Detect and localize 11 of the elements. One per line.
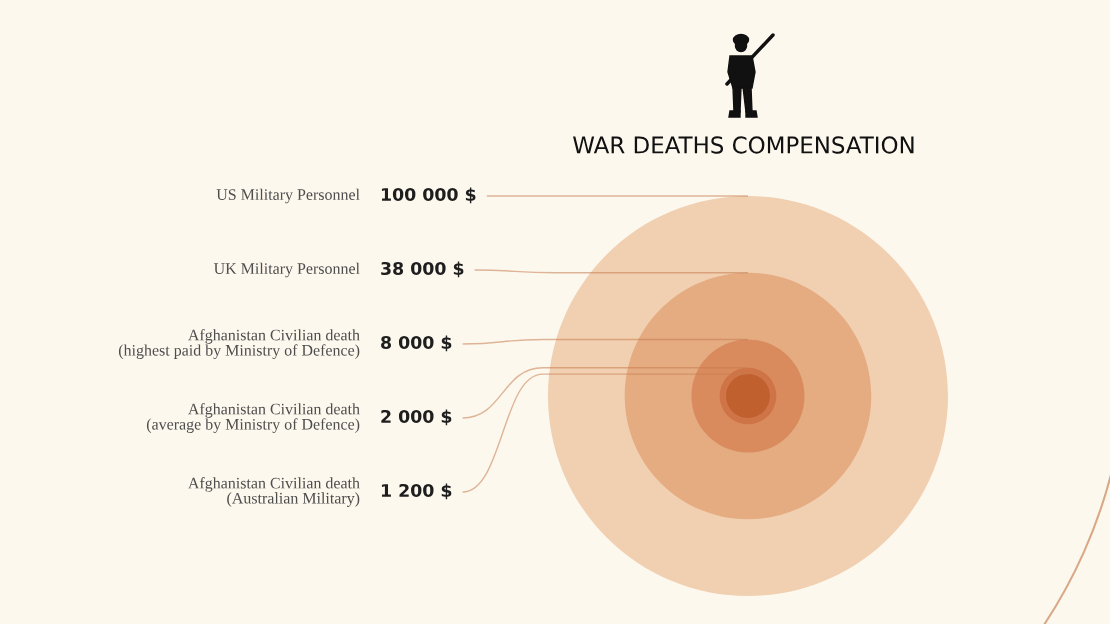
category-label: UK Military Personnel bbox=[213, 262, 360, 278]
text: WAR DEATHS COMPENSATION bbox=[573, 136, 914, 154]
data-label: 100 000 $ bbox=[381, 187, 476, 204]
data-label: 2 000 $ bbox=[381, 409, 452, 426]
category-label: Afghanistan Civilian death (average by Ministry of Defence) bbox=[146, 403, 360, 433]
data-label: 8 000 $ bbox=[381, 335, 452, 352]
category-label: Afghanistan Civilian death (Australian Military) bbox=[188, 477, 360, 507]
data-label: 1 200 $ bbox=[381, 483, 452, 500]
data-label: 38 000 $ bbox=[381, 261, 464, 278]
category-label: Afghanistan Civilian death (highest paid by Ministry of Defence) bbox=[118, 329, 360, 359]
category-label: US Military Personnel bbox=[216, 188, 360, 204]
